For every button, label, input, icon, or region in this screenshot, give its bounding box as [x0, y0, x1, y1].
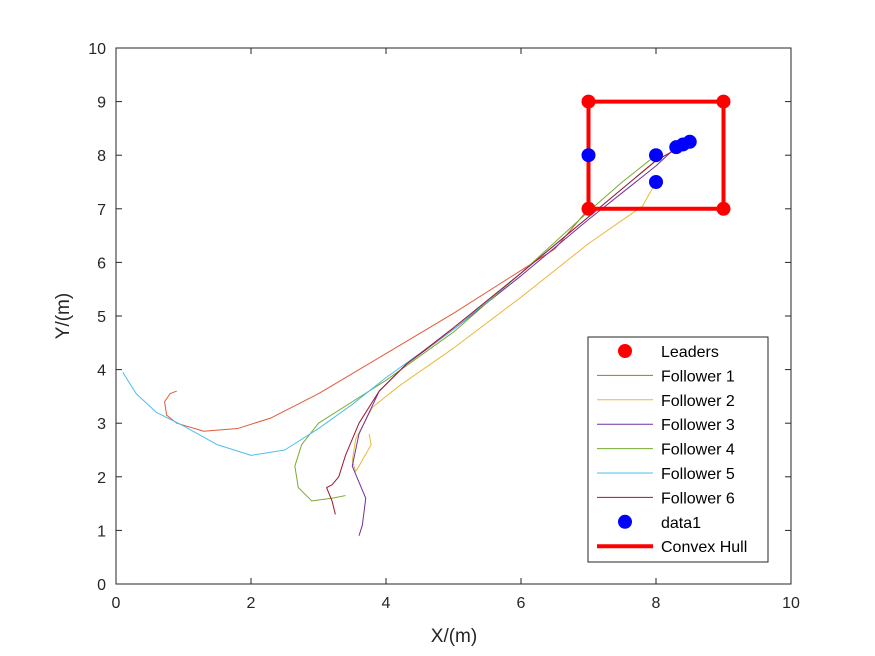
point-leaders: [716, 94, 731, 109]
x-tick-label: 0: [112, 595, 121, 612]
y-tick-label: 2: [97, 470, 106, 487]
legend-label: Leaders: [661, 344, 719, 361]
point-data1: [649, 175, 663, 189]
legend-label: Follower 1: [661, 368, 735, 385]
legend-marker: [618, 344, 632, 358]
legend-label: Follower 6: [661, 490, 735, 507]
legend-label: data1: [661, 515, 701, 532]
y-tick-label: 4: [97, 363, 106, 380]
series-follower-6: [326, 141, 690, 515]
point-data1: [682, 134, 697, 149]
series-follower-2: [351, 181, 657, 472]
legend-label: Follower 4: [661, 442, 735, 459]
series-follower-1: [164, 155, 589, 432]
x-axis-label: X/(m): [431, 626, 477, 647]
point-leaders: [581, 94, 596, 109]
y-tick-label: 9: [97, 95, 106, 112]
axes: 0 2 4 6 8 10 0 1 2 3 4 5 6 7 8 9 10: [88, 41, 800, 612]
y-tick-label: 5: [97, 309, 106, 326]
point-leaders: [581, 201, 596, 216]
y-tick-label: 1: [97, 523, 106, 540]
legend-marker: [618, 514, 632, 529]
legend: Leaders Follower 1 Follower 2 Follower 3 Fol…: [587, 336, 769, 563]
y-tick-label: 8: [97, 148, 106, 165]
x-tick-label: 2: [247, 595, 256, 612]
x-tick-label: 8: [652, 595, 661, 612]
y-tick-label: 6: [97, 255, 106, 272]
y-tick-label: 10: [88, 41, 106, 58]
point-data1: [581, 148, 596, 163]
legend-label: Follower 2: [661, 393, 735, 410]
point-data1: [649, 148, 663, 163]
x-tick-label: 4: [382, 595, 391, 612]
y-tick-label: 7: [97, 202, 106, 219]
y-tick-label: 3: [97, 416, 106, 433]
y-tick-label: 0: [97, 577, 106, 594]
legend-box: [587, 336, 769, 563]
plot-area: [122, 94, 731, 536]
legend-label: Follower 5: [661, 466, 735, 483]
legend-label: Follower 3: [661, 417, 735, 434]
y-axis-label: Y/(m): [53, 293, 74, 339]
point-leaders: [716, 201, 731, 216]
x-tick-label: 10: [782, 595, 800, 612]
legend-label: Convex Hull: [661, 539, 747, 556]
x-tick-label: 6: [517, 595, 526, 612]
series-follower-4: [294, 154, 657, 502]
